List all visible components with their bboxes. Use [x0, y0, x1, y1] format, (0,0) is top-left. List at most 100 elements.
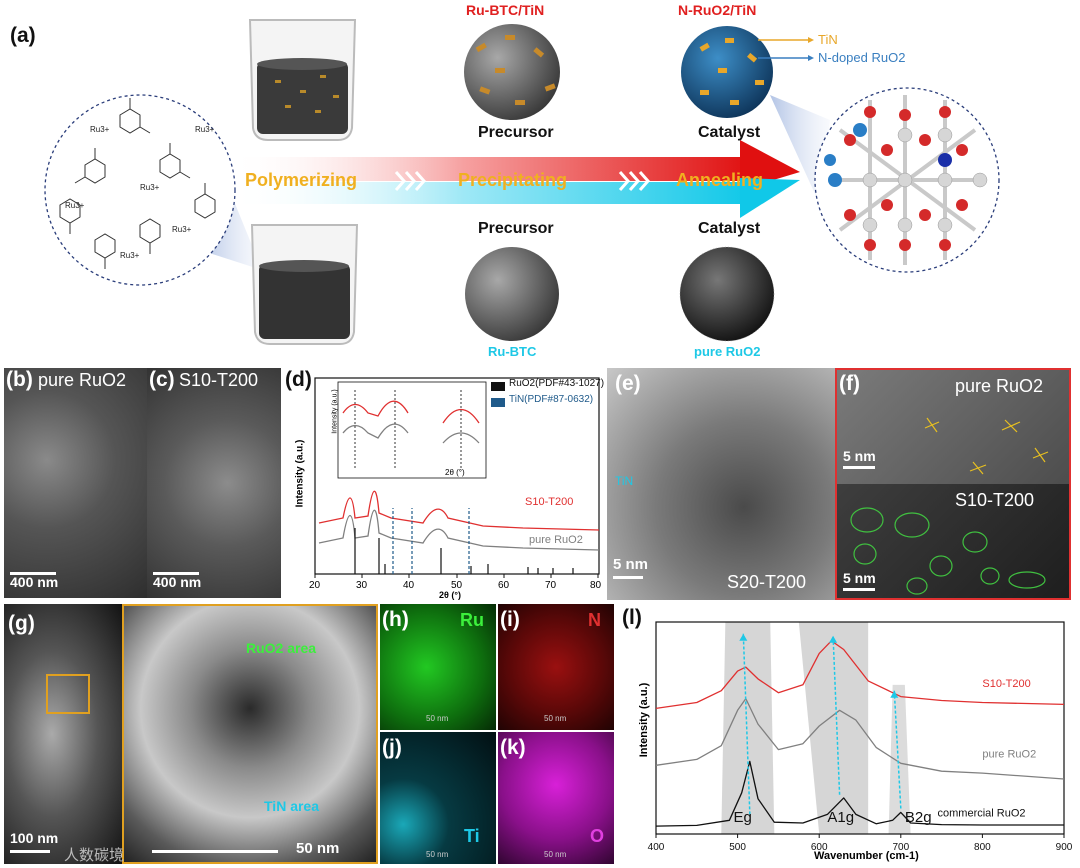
bottom-catalyst-title: pure RuO2: [694, 344, 761, 359]
element-o: O: [590, 826, 605, 846]
process-arrow-red: [230, 140, 800, 190]
beaker-top: [248, 19, 357, 141]
xtick: 30: [356, 580, 368, 591]
panel-g-label: (g): [8, 612, 35, 635]
ru-ion-label: Ru3+: [172, 225, 192, 234]
n-ruo2-tin-sphere: [681, 26, 814, 118]
raman-peak-arrowhead: [890, 690, 899, 698]
panel-b-label: (b): [6, 368, 33, 391]
raman-xtick-label: 500: [729, 842, 746, 853]
panel-j-scale: 50 nm: [426, 850, 449, 859]
panel-i-n-map: (i) N 50 nm: [498, 604, 614, 730]
haadf-zoom-image: [122, 604, 378, 864]
panel-a-label: (a): [10, 24, 36, 47]
xtick: 60: [498, 580, 510, 591]
panel-f-top-scale: 5 nm: [843, 448, 876, 464]
raman-xtick-label: 600: [811, 842, 828, 853]
xrd-svg: [314, 377, 600, 578]
process-arrow-cyan: [230, 178, 800, 218]
panel-d-xrd: (d): [283, 368, 605, 600]
raman-series-line: [655, 640, 1065, 710]
ru-ion-label: Ru3+: [65, 201, 85, 210]
panel-c-title: S10-T200: [179, 370, 259, 390]
scale-bar: [152, 850, 278, 853]
panel-e-label: (e): [615, 372, 641, 395]
zoom-box: [46, 674, 90, 714]
ru-btc-tin-sphere: [464, 24, 560, 120]
xtick: 70: [545, 580, 557, 591]
scale-bar: [10, 572, 56, 575]
raman-peak-arrow: [742, 633, 751, 815]
raman-xtick-label: 800: [974, 842, 991, 853]
ru-ion-label: Ru3+: [140, 183, 160, 192]
panel-k-o-map: (k) O 50 nm: [498, 732, 614, 864]
panel-h-scale: 50 nm: [426, 714, 449, 723]
tin-label: TiN: [615, 474, 634, 488]
haadf-overview-image: [4, 604, 124, 864]
panel-e-sample: S20-T200: [727, 572, 807, 592]
panel-h-label: (h): [382, 608, 409, 631]
panel-f-bottom-scale: 5 nm: [843, 570, 876, 586]
pure-ruo2-sphere: [679, 246, 775, 342]
panel-b-scale: 400 nm: [10, 574, 59, 590]
raman-series-line: [655, 697, 1065, 780]
raman-series-label: commercial RuO2: [938, 807, 1026, 819]
series-label-s10: S10-T200: [525, 496, 574, 508]
watermark: 人数碳境: [64, 847, 125, 864]
panel-f-label: (f): [839, 372, 860, 395]
panel-e-tem-image: (e) TiN 5 nm S20-T200: [607, 368, 835, 600]
element-n: N: [588, 610, 601, 630]
beaker-bottom: [250, 224, 359, 345]
raman-band-a1g: [798, 622, 869, 834]
raman-chart: 400 500 600 700 800 900 S10-T200 pure RuO2 comme…: [648, 621, 1073, 853]
panel-i-label: (i): [500, 608, 520, 631]
raman-peak-label: A1g: [827, 809, 854, 826]
panel-j-ti-map: (j) Ti 50 nm: [380, 732, 496, 864]
raman-band-b2g: [888, 684, 911, 834]
series-label-pure: pure RuO2: [529, 534, 583, 546]
panel-i-scale: 50 nm: [544, 714, 567, 723]
bottom-product-title: Ru-BTC: [488, 344, 537, 359]
legend-ruo2: RuO2(PDF#43-1027): [509, 378, 605, 389]
panel-k-scale: 50 nm: [544, 850, 567, 859]
inset-ylabel: Intensity (a.u.): [331, 389, 339, 434]
panel-b-title: pure RuO2: [38, 370, 127, 390]
catalyst-label-top: Catalyst: [698, 124, 761, 141]
catalyst-label-bottom: Catalyst: [698, 220, 761, 237]
raman-series-label: pure RuO2: [982, 748, 1036, 760]
panel-g-scale-left: 100 nm: [10, 830, 59, 846]
panel-c-sem-image: (c) S10-T200 400 nm: [147, 368, 281, 598]
panel-g-haadf: (g) RuO2 area TiN area 100 nm 人数碳境 50 nm: [4, 604, 378, 864]
panel-f-top-image: [837, 370, 1069, 484]
raman-peak-arrowhead: [829, 635, 838, 643]
panel-g-scale-right: 50 nm: [296, 840, 340, 857]
xtick: 80: [590, 580, 602, 591]
step-precipitating: Precipitating: [458, 170, 568, 190]
precursor-label-top: Precursor: [478, 124, 554, 141]
panel-f-hrtem: (f) pure RuO2 5 nm S10-T200 5 nm: [835, 368, 1071, 600]
tin-callout: TiN: [818, 32, 838, 47]
scale-bar: [843, 588, 875, 591]
raman-peak-label: Eg: [734, 809, 752, 826]
panel-l-raman: (l) 400 500 600 700 800 900 S10-T200 pure RuO2 c…: [618, 604, 1076, 866]
top-product-title: Ru-BTC/TiN: [466, 2, 545, 18]
raman-peak-arrowhead: [739, 633, 748, 641]
panel-d-label: (d): [285, 368, 312, 391]
inset-xlabel: 2θ (°): [445, 468, 465, 477]
xrd-ylabel: Intensity (a.u.): [294, 439, 306, 508]
xtick: 20: [309, 580, 321, 591]
panel-h-ru-map: (h) Ru 50 nm: [380, 604, 496, 730]
btc-molecule-diagram: Ru3+ Ru3+ Ru3+ Ru3+ Ru3+ Ru3+: [44, 94, 262, 286]
chevrons: [394, 171, 651, 191]
xtick: 50: [451, 580, 463, 591]
panel-l-label: (l): [622, 606, 642, 629]
panel-j-label: (j): [382, 736, 402, 759]
ru-btc-sphere: [465, 247, 559, 341]
scale-bar: [613, 576, 643, 579]
n-ruo2-callout: N-doped RuO2: [818, 50, 906, 65]
panel-b-sem-image: (b) pure RuO2 400 nm: [4, 368, 147, 598]
step-annealing: Annealing: [676, 170, 764, 190]
panel-k-label: (k): [500, 736, 526, 759]
scale-bar: [153, 572, 199, 575]
legend-tin: TiN(PDF#87-0632): [509, 394, 594, 405]
